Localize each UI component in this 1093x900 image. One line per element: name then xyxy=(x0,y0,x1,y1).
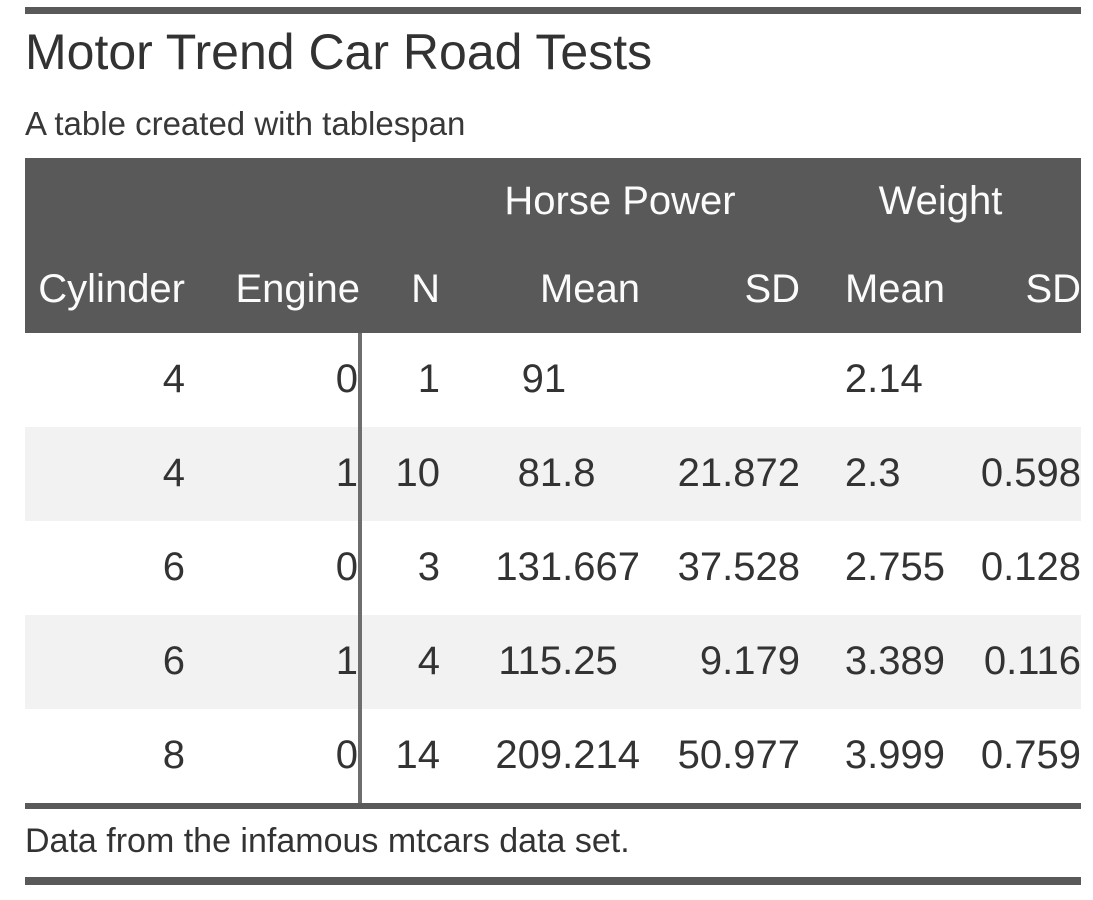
table-title: Motor Trend Car Road Tests xyxy=(25,24,653,80)
table-row: 6 0 3 131.667 37.528 2.755 0.128 xyxy=(25,520,1082,615)
cell-cylinder: 6 xyxy=(162,639,185,684)
column-header-hp-mean: Mean xyxy=(440,245,640,333)
cell-hp_sd: 50.977 xyxy=(677,733,801,778)
cell-engine: 0 xyxy=(185,520,362,615)
table-row: 4 1 10 81.8 21.872 2.3 0.598 xyxy=(25,426,1082,521)
spanner-empty xyxy=(25,157,440,246)
bottom-rule xyxy=(25,876,1081,885)
column-header-wt-sd: SD xyxy=(945,245,1082,333)
cell-wt_sd: 0.116 xyxy=(983,639,1082,684)
cell-wt_mean: 2.755 xyxy=(844,545,946,590)
table-subtitle: A table created with tablespan xyxy=(25,104,466,142)
footnote-rule xyxy=(25,802,1081,809)
cell-hp_sd: 9.179 xyxy=(699,639,801,684)
cell-cylinder: 6 xyxy=(162,545,185,590)
cell-engine: 0 xyxy=(185,708,362,803)
cell-n: 3 xyxy=(417,545,440,590)
cell-wt_sd: 0.598 xyxy=(980,451,1082,496)
cell-hp_mean: 91 xyxy=(440,333,640,427)
cell-cylinder: 8 xyxy=(162,733,185,778)
cell-n: 1 xyxy=(417,357,440,402)
cell-hp_sd xyxy=(640,333,800,427)
decimal-pad xyxy=(923,391,945,392)
spanner-horse-power: Horse Power xyxy=(440,157,801,246)
column-header-row: Cylinder Engine N Mean SD Mean SD xyxy=(25,245,1082,333)
table-row: 4 0 1 91 2.14 xyxy=(25,332,1081,427)
table-body: 4 0 1 91 2.14 4 1 10 81.8 21.872 2.3 0.598 6 0 3 131.66… xyxy=(25,332,1082,803)
column-header-wt-mean: Mean xyxy=(800,245,946,333)
cell-hp_mean: 131.667 xyxy=(495,545,640,590)
cell-hp_sd: 21.872 xyxy=(677,451,801,496)
cell-wt_sd xyxy=(945,333,1081,427)
cell-engine: 0 xyxy=(185,332,362,427)
cell-n: 14 xyxy=(395,733,441,778)
spanner-row: Horse Power Weight xyxy=(25,157,1082,246)
cell-hp_mean: 115.25 xyxy=(440,615,640,709)
table-header: Horse Power Weight Cylinder Engine N Mea… xyxy=(25,157,1082,333)
table-footnote: Data from the infamous mtcars data set. xyxy=(25,821,630,860)
table-row: 8 0 14 209.214 50.977 3.999 0.759 xyxy=(25,708,1082,803)
cell-wt_mean: 3.389 xyxy=(844,639,946,684)
decimal-pad xyxy=(566,391,640,392)
top-rule xyxy=(25,7,1081,14)
cell-hp_sd: 37.528 xyxy=(677,545,801,590)
cell-engine: 1 xyxy=(185,426,362,521)
cell-n: 10 xyxy=(395,451,441,496)
decimal-pad xyxy=(596,485,640,486)
cell-cylinder: 4 xyxy=(162,451,185,496)
column-header-n: N xyxy=(360,245,440,333)
column-header-cylinder: Cylinder xyxy=(25,245,185,333)
cell-wt_sd: 0.759 xyxy=(980,733,1082,778)
column-header-engine: Engine xyxy=(185,245,360,333)
cell-hp_mean: 81.8 xyxy=(440,427,640,521)
cell-engine: 1 xyxy=(185,614,362,709)
cell-wt_mean: 3.999 xyxy=(844,733,946,778)
decimal-pad xyxy=(901,485,945,486)
column-header-hp-sd: SD xyxy=(640,245,801,333)
cell-wt_sd: 0.128 xyxy=(980,545,1082,590)
spanner-weight: Weight xyxy=(800,157,1082,246)
data-table: Horse Power Weight Cylinder Engine N Mea… xyxy=(25,157,1082,803)
table-row: 6 1 4 115.25 9.179 3.389 0.116 xyxy=(25,614,1082,709)
cell-n: 4 xyxy=(417,639,440,684)
cell-wt_mean: 2.14 xyxy=(800,333,945,427)
decimal-pad xyxy=(618,673,640,674)
cell-hp_mean: 209.214 xyxy=(495,733,640,778)
cell-wt_mean: 2.3 xyxy=(800,427,945,521)
table-page: Motor Trend Car Road Tests A table creat… xyxy=(25,7,1082,885)
cell-cylinder: 4 xyxy=(162,357,185,402)
